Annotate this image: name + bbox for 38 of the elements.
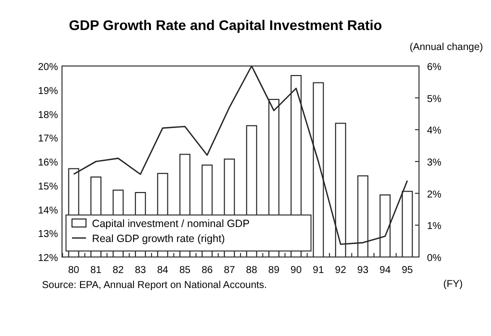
x-axis-title: (FY) <box>443 279 463 290</box>
y-tick-label: 16% <box>38 158 58 168</box>
y2-tick-label: 6% <box>427 62 442 73</box>
y2-axis-title: (Annual change) <box>410 42 483 53</box>
x-tick-label: 92 <box>335 265 347 276</box>
y-tick-label: 20% <box>38 62 58 73</box>
x-tick-label: 95 <box>402 265 414 276</box>
y-tick-label: 19% <box>38 86 58 97</box>
y-tick-label: 14% <box>38 205 58 216</box>
x-tick-label: 93 <box>357 265 369 276</box>
y-tick-label: 18% <box>38 110 58 121</box>
legend-label: Capital investment / nominal GDP <box>92 218 250 230</box>
y2-tick-label: 4% <box>427 126 442 137</box>
x-tick-label: 88 <box>246 265 258 276</box>
x-tick-label: 87 <box>224 265 236 276</box>
chart-title: GDP Growth Rate and Capital Investment Ratio <box>68 17 382 33</box>
y2-tick-label: 5% <box>427 94 442 105</box>
x-tick-label: 84 <box>157 265 169 276</box>
y2-tick-label: 3% <box>427 158 442 168</box>
y2-tick-label: 2% <box>427 189 442 200</box>
y-tick-label: 17% <box>38 134 58 145</box>
y-tick-label: 13% <box>38 229 58 240</box>
x-tick-label: 81 <box>90 265 102 276</box>
y2-tick-label: 1% <box>427 221 442 232</box>
x-tick-label: 91 <box>312 265 324 276</box>
x-tick-label: 80 <box>68 265 80 276</box>
x-tick-label: 86 <box>202 265 214 276</box>
x-tick-label: 83 <box>134 265 146 276</box>
y-tick-label: 15% <box>38 181 58 192</box>
x-tick-label: 94 <box>380 265 392 276</box>
x-tick-label: 89 <box>268 265 280 276</box>
y-tick-label: 12% <box>38 253 58 264</box>
x-tick-label: 90 <box>290 265 302 276</box>
source-note: Source: EPA, Annual Report on National Accounts. <box>42 280 267 291</box>
x-tick-label: 85 <box>179 265 191 276</box>
y2-tick-label: 0% <box>427 253 442 264</box>
x-tick-label: 82 <box>112 265 124 276</box>
legend-label: Real GDP growth rate (right) <box>92 233 225 245</box>
